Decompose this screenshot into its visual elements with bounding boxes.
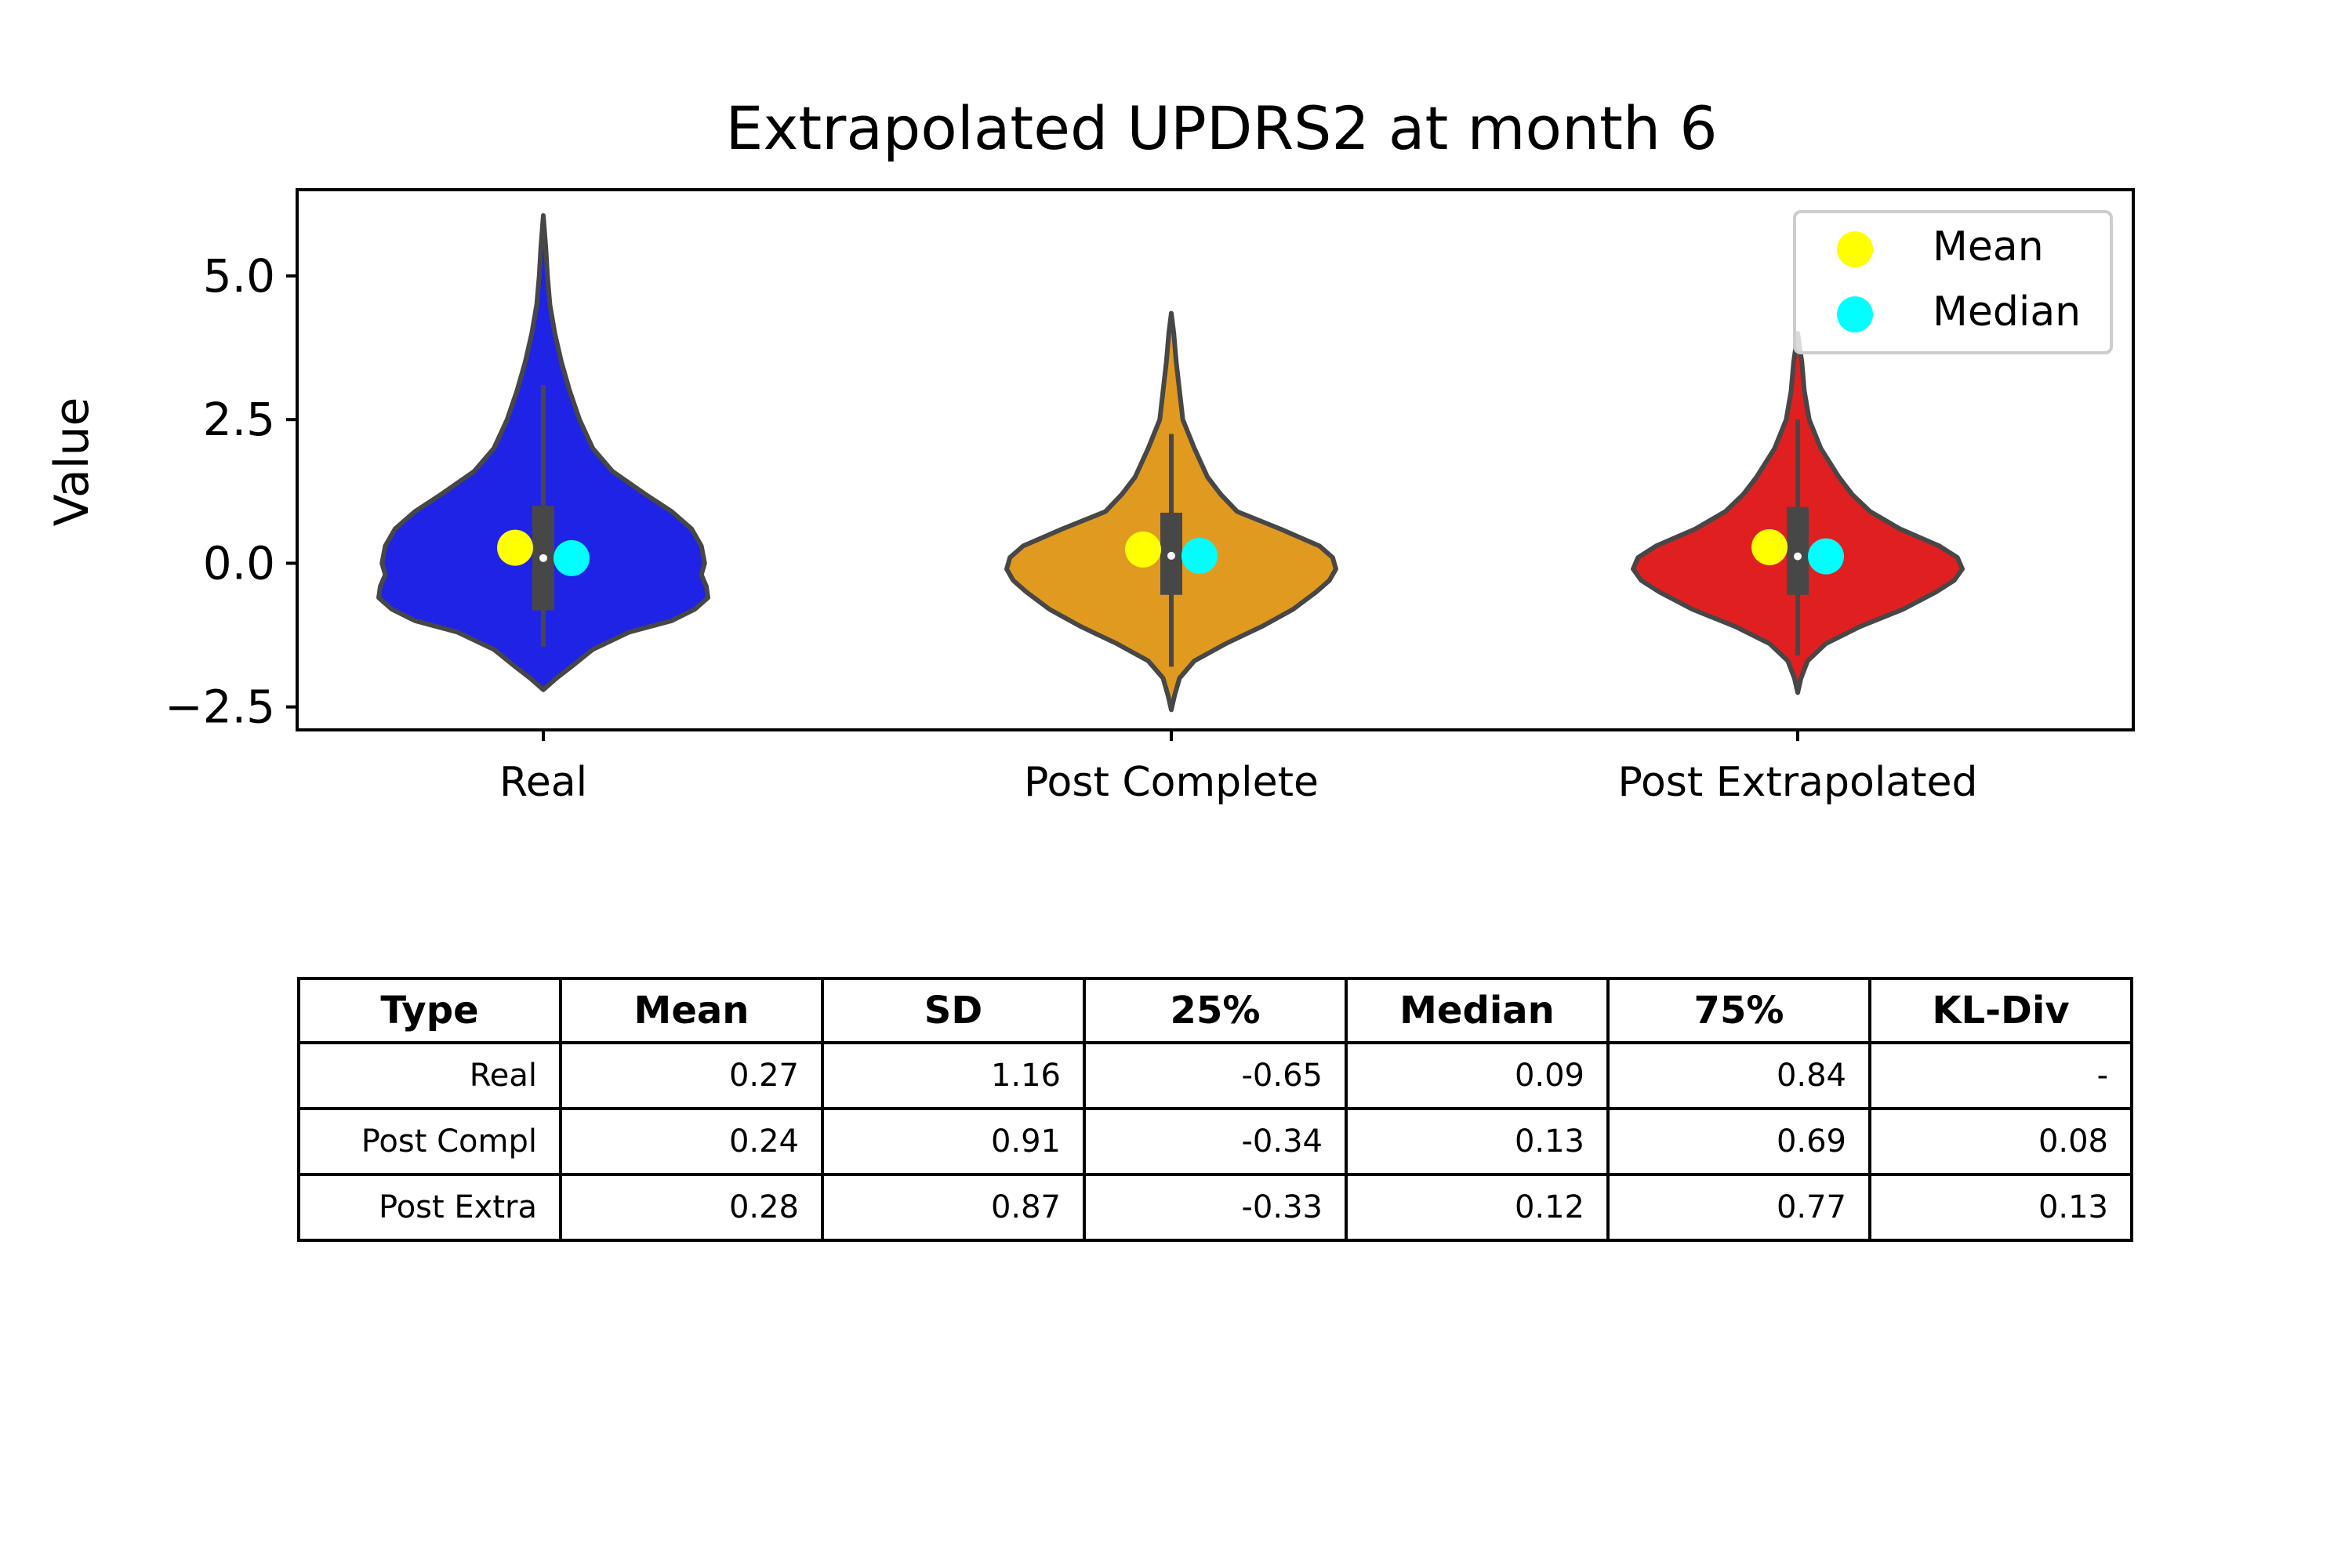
cell-median: 0.13 — [1345, 1107, 1610, 1176]
cell-mean: 0.27 — [559, 1041, 824, 1110]
cell-p25: -0.65 — [1083, 1041, 1348, 1110]
cell-type: Post Compl — [297, 1107, 562, 1176]
col-header-median: Median — [1345, 977, 1610, 1044]
legend-median-marker — [1837, 296, 1873, 332]
x-tick-label: Post Complete — [1024, 759, 1319, 806]
y-tick-label: 2.5 — [203, 393, 275, 446]
chart-title: Extrapolated UPDRS2 at month 6 — [725, 93, 1717, 163]
mean-marker — [1751, 528, 1788, 565]
col-header-75: 75% — [1606, 977, 1871, 1044]
cell-p75: 0.69 — [1606, 1107, 1871, 1176]
col-header-25: 25% — [1083, 977, 1348, 1044]
cell-type: Real — [297, 1041, 562, 1110]
cell-median: 0.12 — [1345, 1173, 1610, 1242]
cell-kl: 0.08 — [1868, 1107, 2133, 1176]
cell-type: Post Extra — [297, 1173, 562, 1242]
cell-sd: 0.87 — [821, 1173, 1086, 1242]
col-header-type: Type — [297, 977, 562, 1044]
y-tick-label: 0.0 — [203, 536, 275, 590]
mean-marker — [497, 529, 533, 566]
col-header-sd: SD — [821, 977, 1086, 1044]
table-row: Post Extra 0.28 0.87 -0.33 0.12 0.77 0.1… — [297, 1173, 2133, 1242]
x-axis-ticks: Real Post Complete Post Extrapolated — [499, 730, 1978, 806]
legend-mean-marker — [1837, 231, 1873, 267]
median-marker — [1808, 538, 1844, 575]
table-header-row: Type Mean SD 25% Median 75% KL-Div — [297, 977, 2133, 1044]
cell-mean: 0.24 — [559, 1107, 824, 1176]
cell-p75: 0.77 — [1606, 1173, 1871, 1242]
legend: Mean Median — [1793, 210, 2113, 354]
cell-kl: 0.13 — [1868, 1173, 2133, 1242]
y-axis-ticks: −2.5 0.0 2.5 5.0 — [165, 249, 297, 734]
violin-median-dot — [1794, 552, 1802, 561]
stats-table: Type Mean SD 25% Median 75% KL-Div Real … — [297, 977, 2133, 1242]
violin-iqr-box — [1787, 506, 1809, 595]
mean-marker — [1125, 531, 1161, 568]
col-header-kl: KL-Div — [1868, 977, 2133, 1044]
violin-median-dot — [1167, 551, 1175, 560]
violins-layer — [376, 213, 1965, 713]
table-row: Post Compl 0.24 0.91 -0.34 0.13 0.69 0.0… — [297, 1107, 2133, 1176]
cell-sd: 0.91 — [821, 1107, 1086, 1176]
violin-median-dot — [539, 554, 547, 562]
legend-box — [1793, 210, 2113, 354]
cell-kl: - — [1868, 1041, 2133, 1110]
median-marker — [554, 539, 590, 576]
cell-p75: 0.84 — [1606, 1041, 1871, 1110]
y-tick-label: 5.0 — [203, 249, 275, 303]
cell-mean: 0.28 — [559, 1173, 824, 1242]
x-tick-label: Post Extrapolated — [1617, 759, 1977, 806]
cell-median: 0.09 — [1345, 1041, 1610, 1110]
x-tick-label: Real — [499, 759, 587, 806]
plot-frame — [296, 188, 2135, 731]
y-tick-label: −2.5 — [165, 681, 275, 734]
cell-p25: -0.34 — [1083, 1107, 1348, 1176]
cell-sd: 1.16 — [821, 1041, 1086, 1110]
legend-median-label: Median — [1933, 289, 2081, 336]
col-header-mean: Mean — [559, 977, 824, 1044]
table-row: Real 0.27 1.16 -0.65 0.09 0.84 - — [297, 1041, 2133, 1110]
median-marker — [1181, 537, 1218, 574]
legend-mean-label: Mean — [1933, 223, 2044, 270]
y-axis-label: Value — [45, 397, 100, 527]
cell-p25: -0.33 — [1083, 1173, 1348, 1242]
